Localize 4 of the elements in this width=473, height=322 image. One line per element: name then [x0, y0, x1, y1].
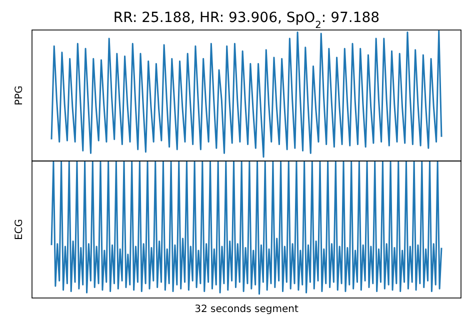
y-axis-title: ECG	[14, 218, 25, 240]
y-axis-title: PPG	[14, 86, 25, 106]
x-axis-title: 32 seconds segment	[194, 304, 298, 315]
chart-title: RR: 25.188, HR: 93.906, SpO$_{2}$: 97.188	[113, 10, 380, 30]
